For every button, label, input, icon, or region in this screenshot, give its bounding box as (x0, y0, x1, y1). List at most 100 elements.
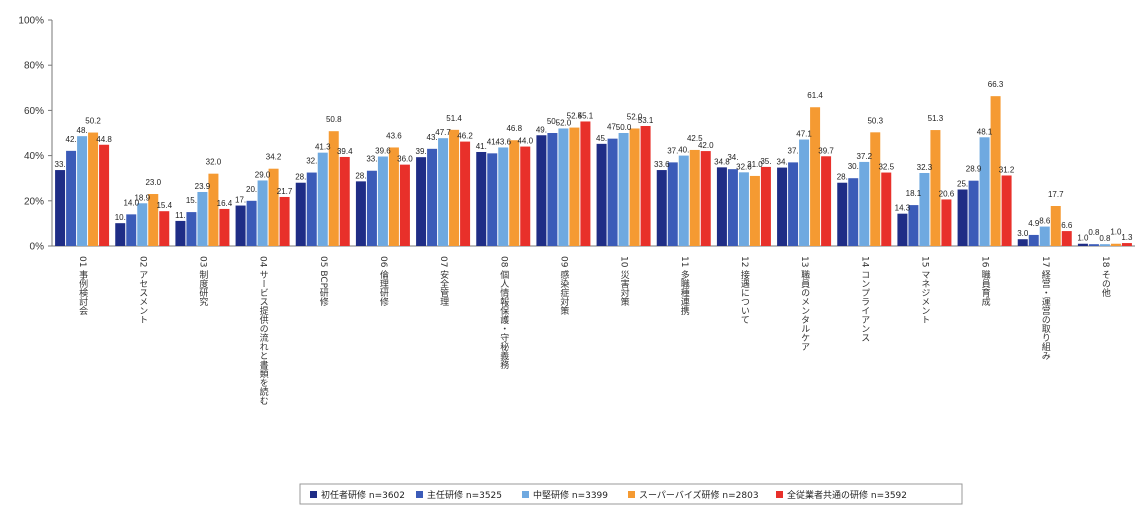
category-label: 13 職員のメンタルケア (799, 256, 810, 351)
bar (941, 199, 952, 246)
data-label: 48.1 (977, 127, 993, 136)
data-label: 39.7 (818, 146, 834, 155)
data-label: 45. (596, 134, 607, 143)
bar (509, 140, 520, 246)
bar (848, 178, 859, 246)
data-label: 42.0 (698, 141, 714, 150)
data-label: 32. (306, 157, 317, 166)
bar (438, 138, 449, 246)
bar (148, 194, 159, 246)
category-label: 17 経営・運営の取り組み (1040, 256, 1051, 360)
bar (416, 157, 427, 246)
data-label: 34.2 (266, 153, 282, 162)
data-label: 61.4 (807, 91, 823, 100)
bar (1028, 234, 1039, 246)
data-label: 3.0 (1017, 229, 1029, 238)
data-label: 43.6 (495, 137, 511, 146)
bar (88, 132, 99, 246)
bar (476, 151, 487, 246)
legend-entry: 主任研修 n=3525 (427, 489, 502, 501)
bar (279, 196, 290, 246)
bar (990, 96, 1001, 246)
data-label: 41.3 (315, 143, 331, 152)
data-label: 14.3 (895, 204, 911, 213)
bar (788, 162, 799, 246)
data-label: 41. (476, 142, 487, 151)
bar (618, 133, 629, 246)
data-label: 25. (957, 180, 968, 189)
bar (1050, 205, 1061, 246)
y-tick-label: 80% (24, 61, 44, 72)
bar (257, 180, 268, 246)
bar (908, 205, 919, 246)
data-label: 6.6 (1061, 221, 1073, 230)
y-tick-label: 20% (24, 196, 44, 207)
data-label: 44.8 (96, 135, 112, 144)
bar (700, 151, 711, 246)
data-label: 10. (115, 213, 126, 222)
bar (460, 141, 471, 246)
data-labels: 33.42.48.50.244.810.14.018.923.015.411.1… (55, 80, 1134, 243)
bar (377, 156, 388, 246)
data-label: 31.0 (747, 160, 763, 169)
bar (629, 128, 640, 246)
bar (99, 144, 110, 246)
bar (897, 213, 908, 246)
category-label: 16 職員育成 (980, 256, 991, 307)
bar (55, 170, 66, 246)
data-label: 37. (788, 146, 799, 155)
data-label: 23.0 (145, 178, 161, 187)
data-label: 32.6 (736, 162, 752, 171)
bar (268, 168, 279, 246)
bar (197, 191, 208, 246)
bar (547, 133, 558, 246)
bar (1001, 175, 1012, 246)
data-label: 20.6 (939, 189, 955, 198)
bar (678, 155, 689, 246)
bar (760, 166, 771, 246)
data-label: 16.4 (217, 199, 233, 208)
data-label: 50.2 (85, 117, 101, 126)
data-label: 37.2 (856, 152, 872, 161)
data-label: 31.2 (999, 165, 1015, 174)
legend-swatch (416, 491, 423, 498)
bar (1099, 244, 1110, 246)
category-label: 10 災害対策 (619, 256, 630, 307)
data-label: 18.9 (134, 193, 150, 202)
bar (667, 162, 678, 246)
data-label: 0.8 (1099, 234, 1111, 243)
data-label: 47.7 (435, 128, 451, 137)
category-labels: 01 事例検討会 02 アセスメント 03 制度研究 04 サービス提供の流れと書類を… (77, 256, 1110, 405)
bar (821, 156, 832, 246)
bar (399, 164, 410, 246)
data-label: 34.8 (714, 157, 730, 166)
category-label: 14 コンプライアンス (859, 256, 870, 342)
legend-swatch (628, 491, 635, 498)
data-label: 20. (246, 185, 257, 194)
data-label: 46.8 (506, 124, 522, 133)
data-label: 33.6 (654, 160, 670, 169)
bar (656, 170, 667, 246)
data-label: 14.0 (123, 198, 139, 207)
data-label: 53.1 (638, 116, 654, 125)
category-label: 05 BCP研修 (318, 256, 329, 307)
data-label: 52.4 (567, 112, 583, 121)
bar (837, 182, 848, 246)
data-label: 47.1 (796, 130, 812, 139)
data-label: 43.6 (386, 131, 402, 140)
y-tick-label: 40% (24, 151, 44, 162)
data-label: 41. (487, 137, 498, 146)
data-label: 17. (235, 196, 246, 205)
bar (66, 150, 77, 246)
data-label: 30. (848, 162, 859, 171)
bar (596, 143, 607, 246)
data-label: 32.0 (206, 158, 222, 167)
bar (520, 146, 531, 246)
category-label: 18 その他 (1100, 256, 1111, 298)
data-label: 40. (678, 146, 689, 155)
bar (1061, 231, 1072, 246)
data-label: 52.0 (627, 112, 643, 121)
bar (777, 167, 788, 246)
legend-swatch (776, 491, 783, 498)
data-label: 39.4 (337, 147, 353, 156)
